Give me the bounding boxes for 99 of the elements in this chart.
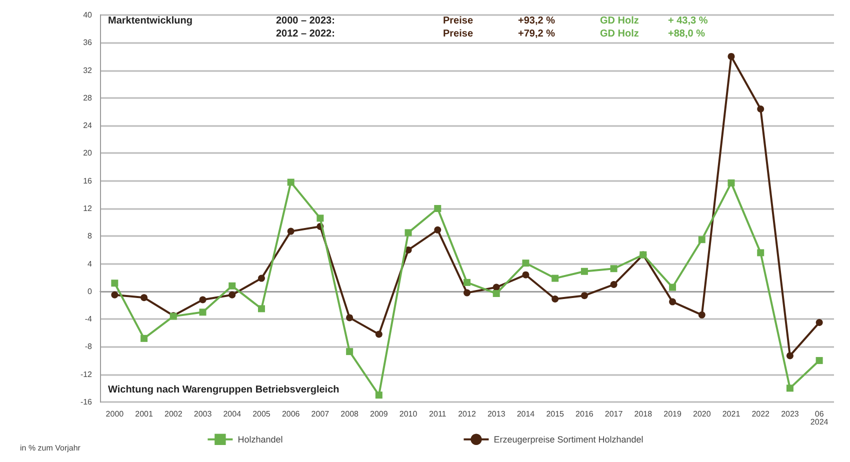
y-tick-label: -8 xyxy=(84,342,93,352)
legend-label: Erzeugerpreise Sortiment Holzhandel xyxy=(494,434,644,444)
point xyxy=(786,384,794,392)
point xyxy=(464,278,470,286)
point xyxy=(492,284,500,291)
point xyxy=(258,274,265,282)
point xyxy=(140,334,148,342)
point xyxy=(580,292,588,300)
y-tick-label: 36 xyxy=(83,38,93,48)
y-tick-label: 20 xyxy=(83,148,93,158)
x-tick-label: 2017 xyxy=(604,410,624,418)
point xyxy=(346,314,354,322)
y-tick-label: -12 xyxy=(80,370,93,379)
annotation: + 43,3 % xyxy=(668,16,708,26)
point xyxy=(346,348,354,356)
x-tick-label: 2013 xyxy=(487,410,506,418)
x-tick-label: 2001 xyxy=(135,410,154,418)
point xyxy=(522,260,530,267)
y-tick-label: 28 xyxy=(83,93,93,102)
annotation: +93,2 % xyxy=(518,16,556,26)
x-tick-label: 2011 xyxy=(429,410,447,418)
point xyxy=(111,280,118,287)
point xyxy=(492,290,500,297)
x-tick-label: 2015 xyxy=(546,410,565,418)
y-tick-label: -4 xyxy=(84,314,93,324)
point xyxy=(316,214,324,222)
y-tick-label: 0 xyxy=(88,286,93,296)
annotation: +88,0 % xyxy=(668,28,706,40)
point xyxy=(552,274,559,282)
x-tick-label: 2023 xyxy=(781,410,800,418)
point xyxy=(552,296,559,303)
text: in % zum Vorjahr xyxy=(20,444,81,452)
legend-label: Holzhandel xyxy=(238,434,283,444)
point xyxy=(669,284,676,291)
y-tick-label: 4 xyxy=(88,259,93,268)
point xyxy=(669,298,676,306)
point xyxy=(111,291,118,298)
point xyxy=(786,352,794,360)
point xyxy=(816,319,823,326)
point xyxy=(287,178,294,186)
point xyxy=(199,308,206,316)
x-tick-label: 2019 xyxy=(664,410,682,418)
y-tick-label: 12 xyxy=(83,204,93,213)
y-tick-label: -16 xyxy=(80,398,93,406)
x-tick-label: 2004 xyxy=(223,410,242,418)
y-tick-label: 8 xyxy=(88,232,93,241)
point xyxy=(199,296,206,304)
x-tick-label: 2020 xyxy=(692,410,712,418)
annotation: GD Holz xyxy=(600,16,639,26)
point xyxy=(228,291,236,298)
point xyxy=(140,294,148,302)
annotation: Marktentwicklung xyxy=(108,16,192,26)
point xyxy=(698,236,706,244)
point xyxy=(228,282,236,290)
point xyxy=(287,228,294,235)
point xyxy=(258,305,265,312)
x-tick-label: 2022 xyxy=(752,410,770,418)
x-tick-label: 2009 xyxy=(370,410,388,418)
x-tick-label: 2002 xyxy=(164,410,183,418)
x-tick-label: 2003 xyxy=(194,410,212,418)
x-tick-label: 2000 xyxy=(106,410,124,418)
annotation: Wichtung nach Warengruppen Betriebsvergleich xyxy=(108,384,340,396)
x-tick-label: 2014 xyxy=(516,410,536,418)
y-tick-label: 16 xyxy=(83,176,93,186)
point xyxy=(816,357,823,364)
point xyxy=(728,179,735,186)
point xyxy=(404,229,412,236)
point xyxy=(580,268,588,275)
annotation: Preise xyxy=(443,16,474,26)
x-tick-label: 2008 xyxy=(340,410,360,418)
x-tick-label: 2018 xyxy=(634,410,653,418)
x-tick-label: 2010 xyxy=(399,410,418,418)
x-tick-label: 2007 xyxy=(311,410,330,418)
point xyxy=(610,281,618,288)
point xyxy=(434,226,442,234)
point xyxy=(522,271,530,278)
annotation: +79,2 % xyxy=(518,28,556,40)
point xyxy=(375,330,382,338)
point xyxy=(757,105,764,112)
x-tick-label: 06 2024 xyxy=(810,410,829,426)
y-tick-label: 40 xyxy=(83,10,93,20)
point xyxy=(464,289,470,296)
x-tick-label: 2006 xyxy=(282,410,300,418)
y-tick-label: 32 xyxy=(83,66,93,75)
x-tick-label: 2005 xyxy=(252,410,271,418)
x-tick-label: 2021 xyxy=(722,410,741,418)
x-tick-label: 2016 xyxy=(576,410,594,418)
point xyxy=(728,52,735,60)
point xyxy=(698,311,706,318)
point xyxy=(434,205,442,212)
point xyxy=(610,265,618,272)
y-tick-label: 24 xyxy=(83,121,93,130)
annotation: Preise xyxy=(443,28,474,40)
annotation: GD Holz xyxy=(600,28,639,40)
annotation: 2012 – 2022: xyxy=(276,28,335,40)
annotation: 2000 – 2023: xyxy=(276,16,335,26)
point xyxy=(757,249,764,256)
x-tick-label: 2012 xyxy=(458,410,476,418)
point xyxy=(375,392,382,399)
